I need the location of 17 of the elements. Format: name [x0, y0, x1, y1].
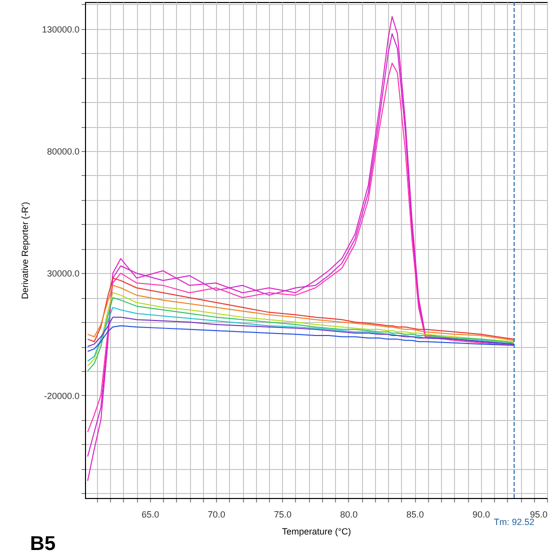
x-axis-title: Temperature (°C): [282, 526, 352, 536]
ref-line-label: Tm: 92.52: [494, 517, 534, 527]
y-tick-label: 30000.0: [46, 268, 80, 279]
x-tick-label: 70.0: [208, 510, 226, 520]
y-tick-label: 130000.0: [42, 24, 80, 34]
line-series: [87, 325, 514, 352]
y-tick-label: -20000.0: [44, 390, 80, 401]
text: B5: [30, 533, 56, 553]
y-tick-label: 80000.0: [46, 146, 80, 157]
x-tick-label: 90.0: [472, 510, 490, 520]
x-tick-label: 65.0: [142, 510, 160, 520]
x-tick-label: 95.0: [530, 510, 548, 520]
x-tick-label: 75.0: [274, 510, 292, 520]
x-tick-label: 80.0: [340, 510, 358, 520]
line-series: [87, 316, 514, 348]
y-axis-title: Derivative Reporter (-R'): [20, 202, 30, 300]
x-tick-label: 85.0: [406, 510, 424, 520]
